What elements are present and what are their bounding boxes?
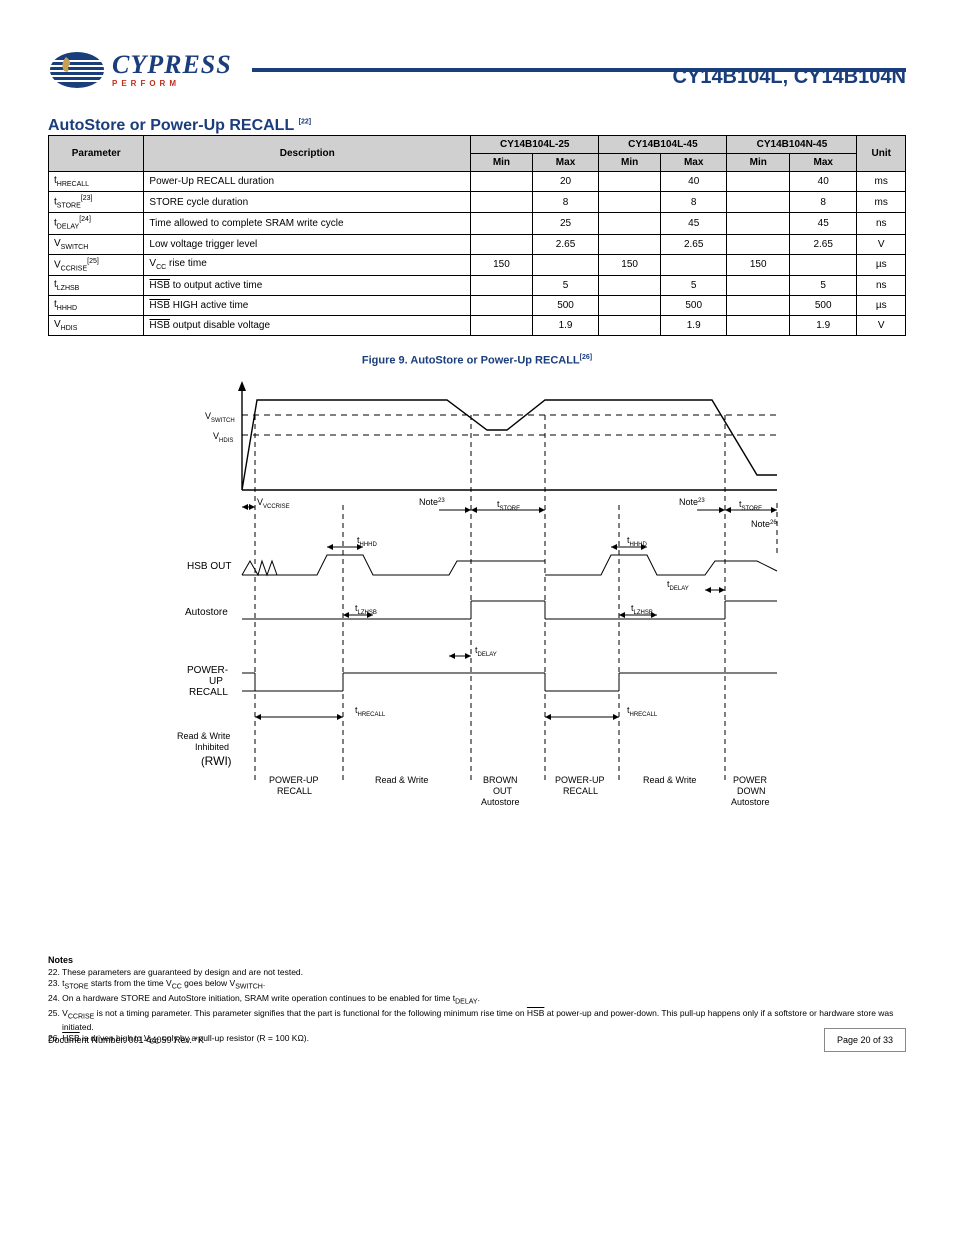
- svg-text:(RWI): (RWI): [201, 754, 231, 768]
- col-min-3: Min: [727, 154, 789, 172]
- svg-text:DOWN: DOWN: [737, 786, 766, 796]
- svg-text:POWER-: POWER-: [187, 665, 228, 676]
- svg-text:RECALL: RECALL: [189, 687, 228, 698]
- svg-text:UP: UP: [209, 676, 223, 687]
- table-row: tSTORE[23]STORE cycle duration888ms: [49, 192, 906, 213]
- col-max-3: Max: [789, 154, 856, 172]
- svg-text:tHRECALL: tHRECALL: [627, 705, 658, 718]
- svg-text:Note23: Note23: [679, 497, 705, 507]
- table-row: tDELAY[24]Time allowed to complete SRAM …: [49, 213, 906, 234]
- svg-text:Read & Write: Read & Write: [375, 775, 428, 785]
- svg-text:POWER-UP: POWER-UP: [555, 775, 605, 785]
- svg-text:Note23: Note23: [419, 497, 445, 507]
- svg-text:RECALL: RECALL: [563, 786, 598, 796]
- col-group-2: CY14B104L-45: [599, 136, 727, 154]
- svg-text:Autostore: Autostore: [481, 797, 520, 807]
- svg-text:BROWN: BROWN: [483, 775, 518, 785]
- figure-title-ref: [26]: [580, 354, 592, 361]
- svg-text:RECALL: RECALL: [277, 786, 312, 796]
- col-unit: Unit: [857, 136, 906, 172]
- svg-text:Read & Write: Read & Write: [643, 775, 696, 785]
- table-row: tHHHDHSB HIGH active time500500500µs: [49, 295, 906, 315]
- svg-text:VSWITCH: VSWITCH: [205, 411, 235, 424]
- logo-subbrand: PERFORM: [112, 80, 232, 88]
- logo: CYPRESS PERFORM: [48, 48, 232, 92]
- svg-text:tHRECALL: tHRECALL: [355, 705, 386, 718]
- table-row: tLZHSBHSB to output active time555ns: [49, 275, 906, 295]
- figure-title-text: Figure 9. AutoStore or Power-Up RECALL: [362, 355, 580, 367]
- parameter-table: Parameter Description CY14B104L-25 CY14B…: [48, 135, 906, 336]
- col-min-2: Min: [599, 154, 661, 172]
- svg-text:VVCCRISE: VVCCRISE: [257, 497, 290, 510]
- svg-text:tLZHSB: tLZHSB: [631, 603, 653, 616]
- col-param: Parameter: [49, 136, 144, 172]
- section-title-text: AutoStore or Power-Up RECALL: [48, 117, 294, 134]
- col-desc: Description: [144, 136, 471, 172]
- svg-text:Autostore: Autostore: [185, 607, 228, 618]
- table-row: VHDISHSB output disable voltage1.91.91.9…: [49, 315, 906, 335]
- svg-text:POWER-UP: POWER-UP: [269, 775, 319, 785]
- table-row: VSWITCHLow voltage trigger level2.652.65…: [49, 234, 906, 254]
- col-group-3: CY14B104N-45: [727, 136, 857, 154]
- doc-number: Document Number: 001-44059 Rev. *K: [48, 1035, 204, 1045]
- logo-brand: CYPRESS: [112, 52, 232, 78]
- timing-diagram: VSWITCH VHDIS VVCCRISE Note23 tSTORE Not…: [157, 375, 797, 845]
- svg-text:OUT: OUT: [493, 786, 513, 796]
- col-group-1: CY14B104L-25: [471, 136, 599, 154]
- notes-heading: Notes: [48, 955, 906, 965]
- note-item: 22. These parameters are guaranteed by d…: [48, 967, 906, 977]
- svg-text:tDELAY: tDELAY: [475, 645, 497, 658]
- svg-text:Inhibited: Inhibited: [195, 742, 229, 752]
- svg-text:tDELAY: tDELAY: [667, 579, 689, 592]
- table-row: tHRECALLPower-Up RECALL duration204040ms: [49, 172, 906, 192]
- globe-icon: [48, 48, 106, 92]
- svg-text:tLZHSB: tLZHSB: [355, 603, 377, 616]
- note-item: 24. On a hardware STORE and AutoStore in…: [48, 993, 906, 1007]
- col-max-1: Max: [532, 154, 599, 172]
- svg-text:Read & Write: Read & Write: [177, 731, 230, 741]
- section-title-ref: [22]: [299, 119, 311, 126]
- note-item: 23. tSTORE starts from the time VCC goes…: [48, 978, 906, 992]
- table-row: VCCRISE[25]VCC rise time150150150µs: [49, 254, 906, 275]
- svg-text:Autostore: Autostore: [731, 797, 770, 807]
- svg-text:POWER: POWER: [733, 775, 768, 785]
- section-heading: AutoStore or Power-Up RECALL [22]: [48, 117, 906, 135]
- figure-title: Figure 9. AutoStore or Power-Up RECALL[2…: [48, 354, 906, 367]
- col-min-1: Min: [471, 154, 533, 172]
- svg-text:HSB OUT: HSB OUT: [187, 561, 231, 572]
- col-max-2: Max: [660, 154, 727, 172]
- page-number: Page 20 of 33: [824, 1028, 906, 1052]
- page-footer: Document Number: 001-44059 Rev. *K Page …: [48, 1028, 906, 1052]
- svg-text:Note26: Note26: [751, 519, 777, 529]
- svg-text:VHDIS: VHDIS: [213, 431, 233, 444]
